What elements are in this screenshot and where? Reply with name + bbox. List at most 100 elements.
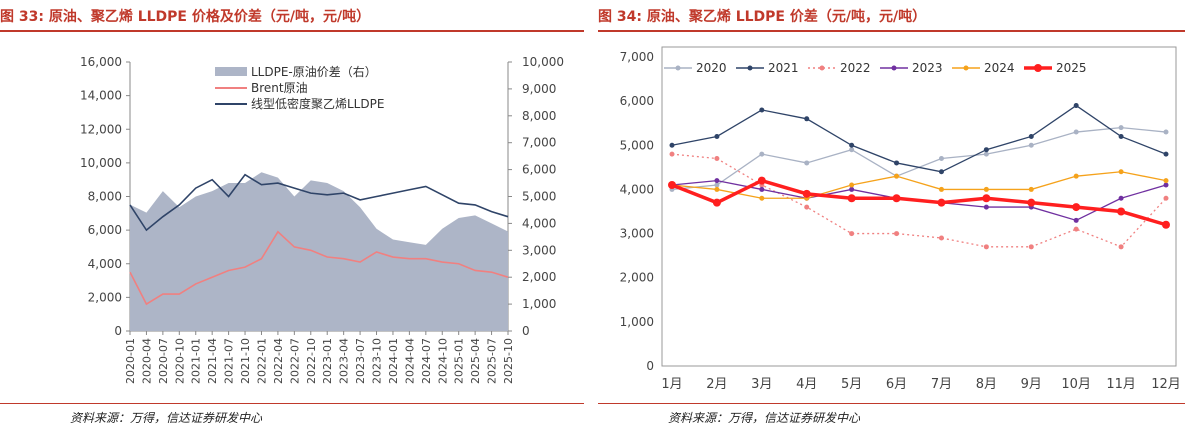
series-point-2023	[983, 204, 989, 210]
legend-label: 线型低密度聚乙烯LLDPE	[251, 96, 384, 111]
x-tick-label: 2022-01	[255, 338, 268, 384]
legend-label: 2021	[768, 61, 799, 75]
y-right-tick-label: 4,000	[522, 216, 556, 230]
legend-label: LLDPE-原油价差（右）	[251, 64, 377, 79]
y-left-tick-label: 14,000	[80, 89, 122, 103]
series-point-2023	[849, 186, 855, 192]
right-chart: 0 1,000 2,000 3,000 4,000 5,000 6,000 7,000 1月 2月…	[620, 46, 1181, 392]
series-point-2022	[849, 231, 855, 237]
series-point-2024	[759, 195, 765, 201]
legend-marker-2022	[819, 65, 825, 71]
left-figure-title: 图 33: 原油、聚乙烯 LLDPE 价格及价差（元/吨，元/吨）	[0, 9, 371, 25]
y-left-tick-label: 0	[114, 324, 122, 338]
series-point-2020	[1118, 125, 1124, 131]
series-point-2020	[1073, 129, 1079, 135]
left-source-note: 资料来源：万得，信达证券研发中心	[70, 411, 263, 425]
y-right-tick-label: 3,000	[522, 243, 556, 257]
y-right-tick-label: 9,000	[522, 82, 556, 96]
legend-label: Brent原油	[251, 81, 308, 95]
series-point-2025	[757, 176, 766, 185]
series-point-2021	[804, 116, 810, 122]
x-tick-label: 6月	[886, 377, 907, 392]
series-point-2025	[1027, 198, 1036, 207]
y-tick-label: 4,000	[620, 182, 654, 196]
y-right-tick-label: 7,000	[522, 136, 556, 150]
x-tick-label: 2024-01	[387, 338, 400, 384]
right-title-rule	[598, 30, 1185, 32]
series-point-2022	[1073, 226, 1079, 232]
series-point-2022	[894, 231, 900, 237]
y-tick-label: 3,000	[620, 227, 654, 241]
series-point-2022	[714, 156, 720, 162]
right-chart-panel: 图 34: 原油、聚乙烯 LLDPE 价差（元/吨，元/吨） 0 1,000 2,0…	[598, 0, 1191, 436]
series-line-2021	[671, 104, 1167, 173]
y-tick-label: 5,000	[620, 138, 654, 152]
series-point-2021	[1163, 151, 1169, 157]
x-tick-label: 4月	[796, 377, 817, 392]
series-point-2024	[894, 173, 900, 179]
right-source-rule	[598, 403, 1185, 404]
x-tick-label: 1月	[661, 377, 682, 392]
legend-swatch-spread	[215, 67, 247, 76]
x-tick-label: 3月	[751, 377, 772, 392]
series-point-2025	[1162, 220, 1170, 229]
y-right-tick-label: 5,000	[522, 190, 556, 204]
series-point-2022	[804, 204, 810, 210]
series-point-2020	[804, 160, 810, 166]
series-point-2023	[759, 186, 765, 192]
y-right-tick-label: 10,000	[522, 55, 564, 69]
series-point-2023	[1163, 182, 1169, 188]
left-chart: 0 2,000 4,000 6,000 8,000 10,000 12,000 14,000 1…	[80, 55, 564, 384]
series-point-2025	[668, 181, 676, 190]
x-tick-label: 2020-10	[173, 338, 186, 384]
series-point-2023	[1118, 195, 1124, 201]
x-tick-label: 2023-04	[338, 338, 351, 384]
series-point-2021	[1028, 133, 1034, 139]
y-right-tick-label: 2,000	[522, 270, 556, 284]
series-point-2024	[938, 186, 944, 192]
y-tick-label: 1,000	[620, 315, 654, 329]
series-point-2023	[1073, 217, 1079, 223]
y-left-tick-label: 2,000	[88, 290, 122, 304]
legend-marker-2025	[1034, 64, 1042, 72]
y-left-tick-label: 12,000	[80, 122, 122, 136]
x-tick-label: 2021-04	[206, 338, 219, 384]
right-figure-title: 图 34: 原油、聚乙烯 LLDPE 价差（元/吨，元/吨）	[598, 9, 927, 25]
legend-marker-2021	[747, 65, 753, 71]
series-point-2020	[759, 151, 765, 157]
y-right-tick-label: 0	[522, 324, 530, 338]
series-point-2020	[938, 156, 944, 162]
x-tick-label: 2025-07	[486, 338, 499, 384]
y-tick-label: 0	[646, 359, 654, 373]
x-tick-label: 2025-04	[469, 338, 482, 384]
x-tick-label: 12月	[1151, 377, 1181, 392]
legend-label: 2023	[912, 61, 943, 75]
x-tick-label: 8月	[976, 377, 997, 392]
series-point-2022	[1118, 244, 1124, 250]
spread-area	[130, 172, 508, 331]
series-point-2021	[759, 107, 765, 113]
series-point-2024	[1163, 178, 1169, 184]
legend-marker-2020	[675, 65, 681, 71]
series-point-2022	[1163, 195, 1169, 201]
series-point-2021	[1118, 133, 1124, 139]
series-point-2024	[714, 186, 720, 192]
series-point-2025	[982, 194, 991, 203]
left-title-rule	[0, 30, 584, 32]
series-point-2020	[1163, 129, 1169, 135]
left-source-rule	[0, 403, 584, 404]
legend-marker-2024	[963, 65, 969, 71]
x-tick-label: 2024-04	[403, 338, 416, 384]
y-left-tick-label: 8,000	[88, 190, 122, 204]
x-tick-label: 2021-07	[223, 338, 236, 384]
series-point-2021	[983, 147, 989, 153]
series-point-2021	[1073, 103, 1079, 109]
y-left-tick-label: 4,000	[88, 257, 122, 271]
series-point-2020	[1028, 142, 1034, 148]
y-right-tick-label: 1,000	[522, 297, 556, 311]
y-tick-label: 6,000	[620, 94, 654, 108]
x-tick-label: 9月	[1021, 377, 1042, 392]
series-point-2021	[849, 142, 855, 148]
legend-marker-2023	[891, 65, 897, 71]
series-point-2021	[669, 142, 675, 148]
